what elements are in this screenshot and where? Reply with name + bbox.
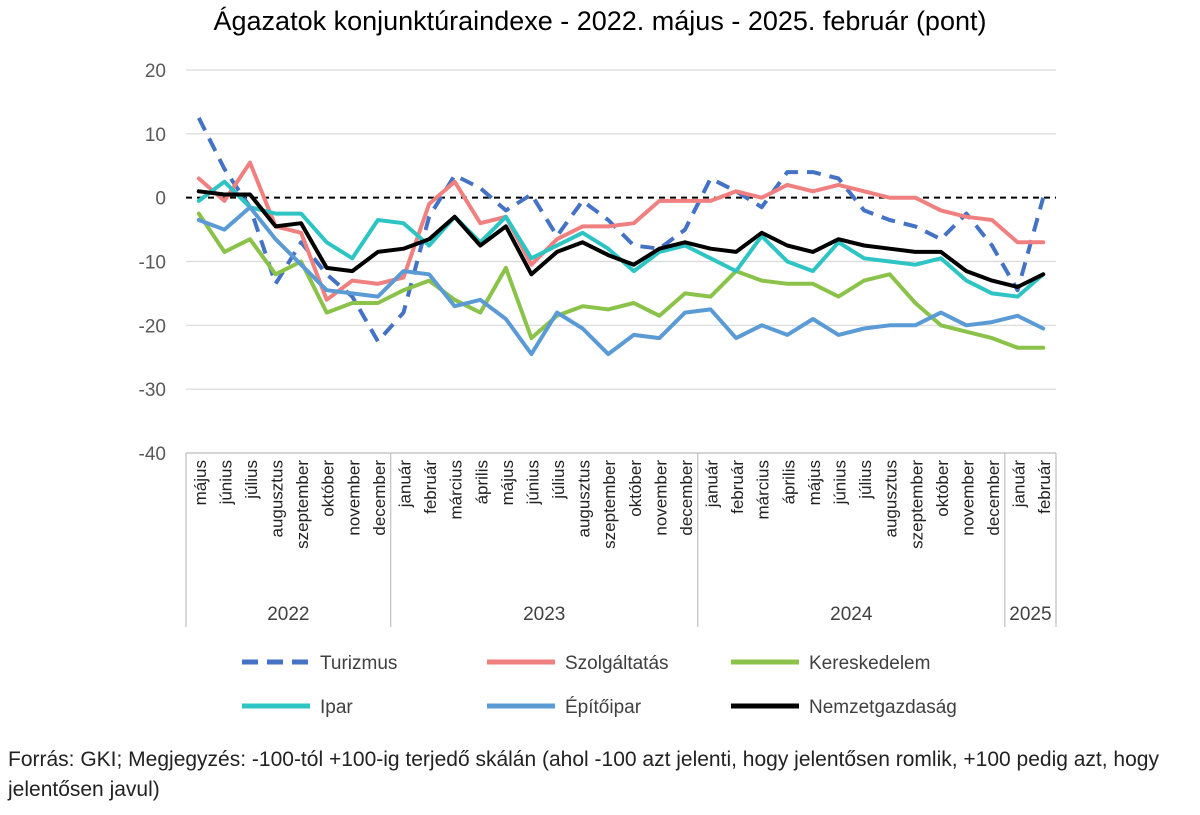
series-lines (196, 117, 1046, 357)
y-axis-tick-labels: 20 10 0 -10 -20 -30 -40 (139, 61, 166, 465)
x-tick-label: augusztus (575, 460, 594, 538)
series-line-4 (196, 205, 1046, 357)
x-tick-label: december (677, 460, 696, 536)
x-tick-label: július (856, 460, 875, 500)
year-label: 2022 (267, 604, 309, 625)
x-tick-label: március (447, 460, 466, 520)
x-tick-label: szeptember (600, 460, 619, 549)
x-tick-label: június (523, 460, 542, 505)
y-tick-label: 10 (145, 125, 166, 146)
x-tick-label: október (933, 460, 952, 517)
x-tick-label: november (958, 460, 977, 536)
x-tick-label: október (626, 460, 645, 517)
legend-label: Építőipar (565, 697, 642, 718)
y-tick-label: 20 (145, 61, 166, 82)
x-tick-label: szeptember (907, 460, 926, 549)
x-tick-label: december (370, 460, 389, 536)
x-tick-label: július (549, 460, 568, 500)
legend: Turizmus Szolgáltatás Kereskedelem Ipar Épít… (242, 653, 957, 718)
legend-label: Nemzetgazdaság (809, 697, 957, 718)
x-tick-label: május (498, 460, 517, 505)
legend-label: Ipar (320, 697, 353, 718)
year-label: 2024 (830, 604, 873, 625)
y-tick-label: 0 (155, 189, 166, 210)
x-tick-label: november (344, 460, 363, 536)
x-tick-label: június (831, 460, 850, 505)
x-tick-label: október (319, 460, 338, 517)
series-line-2 (196, 211, 1046, 350)
x-tick-label: május (191, 460, 210, 505)
year-label: 2025 (1009, 604, 1051, 625)
x-tick-label: június (216, 460, 235, 505)
y-tick-label: -40 (139, 444, 166, 465)
x-tick-label: szeptember (293, 460, 312, 549)
year-label: 2023 (523, 604, 565, 625)
x-tick-label: február (1035, 460, 1054, 514)
legend-label: Szolgáltatás (565, 653, 669, 674)
y-tick-label: -10 (139, 253, 166, 274)
x-tick-label: november (651, 460, 670, 536)
x-tick-label: április (779, 460, 798, 504)
chart-title: Ágazatok konjunktúraindexe - 2022. május… (213, 6, 987, 36)
y-tick-label: -30 (139, 380, 166, 401)
y-tick-label: -20 (139, 316, 166, 337)
x-tick-label: január (1010, 460, 1029, 509)
line-chart: 20 10 0 -10 -20 -30 -40 május június július augus… (139, 61, 1057, 718)
x-tick-label: április (472, 460, 491, 504)
series-line-5 (196, 189, 1046, 289)
x-tick-label: augusztus (882, 460, 901, 538)
x-tick-label: február (728, 460, 747, 514)
x-tick-label: augusztus (268, 460, 287, 538)
x-tick-label: január (703, 460, 722, 509)
footnote: Forrás: GKI; Megjegyzés: -100-tól +100-i… (8, 748, 1159, 801)
x-tick-label: július (242, 460, 261, 500)
x-tick-label: május (805, 460, 824, 505)
x-tick-label: március (754, 460, 773, 520)
x-axis: május június július augusztus szeptember októ… (185, 452, 1057, 627)
x-tick-label: december (984, 460, 1003, 536)
x-tick-label: január (396, 460, 415, 509)
legend-label: Turizmus (320, 653, 397, 674)
x-tick-label: február (421, 460, 440, 514)
series-line-1 (196, 160, 1046, 302)
legend-label: Kereskedelem (809, 653, 930, 674)
